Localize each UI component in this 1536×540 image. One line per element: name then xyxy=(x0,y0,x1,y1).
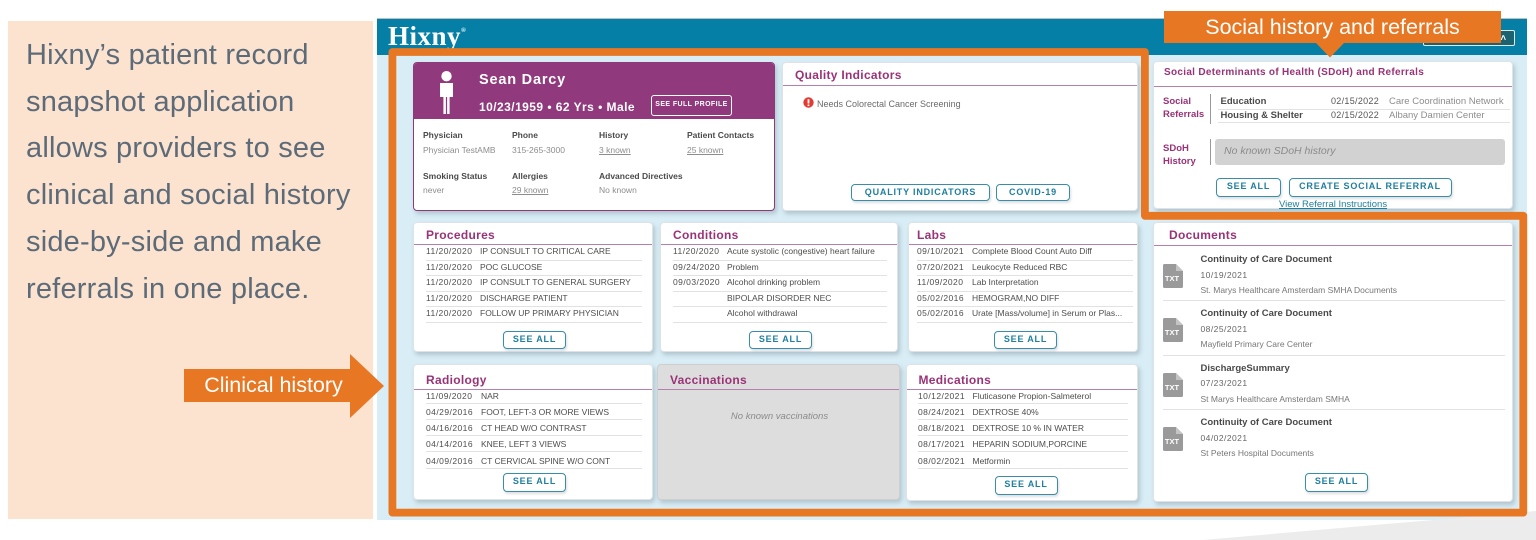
svg-text:TXT: TXT xyxy=(1165,437,1180,446)
svg-text:TXT: TXT xyxy=(1165,383,1180,392)
svg-text:TXT: TXT xyxy=(1165,328,1180,337)
svg-text:TXT: TXT xyxy=(1165,274,1180,283)
